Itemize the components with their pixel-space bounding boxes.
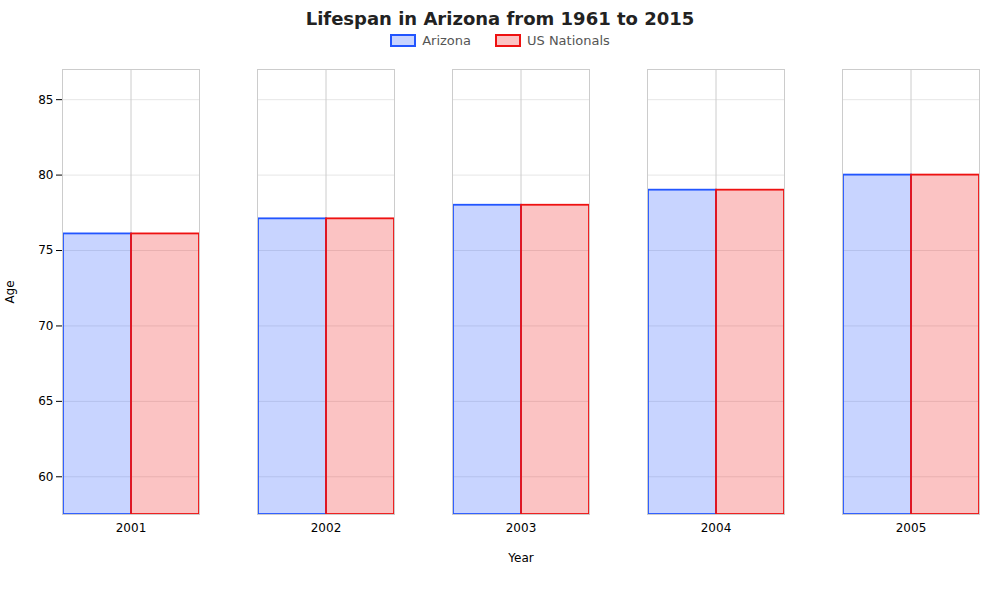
svg-text:70: 70 bbox=[38, 319, 53, 333]
svg-text:60: 60 bbox=[38, 470, 53, 484]
svg-text:2002: 2002 bbox=[311, 521, 342, 535]
svg-text:2001: 2001 bbox=[116, 521, 147, 535]
html-text:Lifespan in Arizona from 1961: Lifespan in Arizona from 1961 to 2015 bbox=[305, 8, 695, 29]
svg-text:2003: 2003 bbox=[506, 521, 537, 535]
svg-text:2004: 2004 bbox=[701, 521, 732, 535]
svg-text:Year: Year bbox=[507, 551, 533, 565]
svg-text:Age: Age bbox=[3, 280, 17, 303]
svg-text:2005: 2005 bbox=[896, 521, 927, 535]
html-text:Arizona: Arizona bbox=[422, 33, 471, 48]
svg-text:65: 65 bbox=[38, 394, 53, 408]
svg-text:80: 80 bbox=[38, 168, 53, 182]
svg-text:75: 75 bbox=[38, 243, 53, 257]
html-text:US Nationals: US Nationals bbox=[527, 33, 610, 48]
svg-text:85: 85 bbox=[38, 93, 53, 107]
